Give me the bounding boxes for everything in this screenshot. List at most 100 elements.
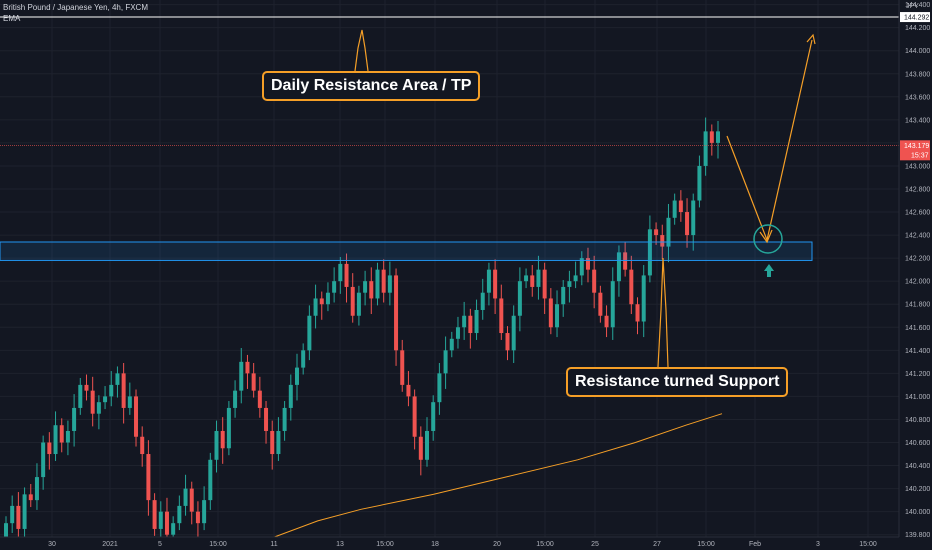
price-tick-label: 144.400 [905, 2, 930, 9]
forecast-path [726, 39, 813, 243]
ema-line [274, 413, 723, 538]
candle-body [53, 425, 58, 455]
candle-body [542, 269, 547, 299]
candle-body [90, 390, 95, 414]
candle-body [325, 292, 330, 305]
candle-body [387, 275, 392, 293]
candle-body [282, 407, 287, 431]
time-tick-label: 20 [493, 541, 501, 548]
candle-body [468, 315, 473, 334]
time-tick-label: 27 [653, 541, 661, 548]
grid-lines [0, 0, 899, 537]
price-axis-bg [899, 0, 932, 550]
time-tick-label: 15:00 [209, 541, 227, 548]
candle-body [561, 286, 566, 305]
candle-body [425, 430, 430, 460]
price-tick-label: 141.800 [905, 302, 930, 309]
resistance-annotation[interactable]: Daily Resistance Area / TP [262, 71, 481, 101]
candle-body [455, 327, 460, 339]
price-tick-label: 144.200 [905, 25, 930, 32]
ema-indicator-label[interactable]: EMA [3, 14, 21, 23]
candle-body [660, 235, 665, 247]
time-tick-label: 25 [591, 541, 599, 548]
candle-body [115, 373, 120, 385]
candle-body [276, 430, 281, 455]
candle-body [109, 384, 114, 397]
candle-body [567, 281, 572, 287]
candle-body [140, 436, 145, 455]
candle-body [610, 281, 615, 328]
candle-body [28, 494, 33, 501]
candle-body [301, 350, 306, 368]
candle-body [164, 511, 169, 535]
candle-body [499, 298, 504, 334]
price-tick-label: 140.600 [905, 440, 930, 447]
current-price-label: 143.179 [904, 143, 929, 150]
candle-body [226, 407, 231, 449]
time-tick-label: 15:00 [859, 541, 877, 548]
symbol-title[interactable]: British Pound / Japanese Yen, 4h, FXCM [3, 3, 148, 12]
candle-body [214, 430, 219, 460]
candle-body [517, 281, 522, 316]
candle-body [16, 505, 21, 529]
candle-body [332, 281, 337, 293]
candle-body [356, 292, 361, 316]
candle-body [363, 281, 368, 293]
support-annotation[interactable]: Resistance turned Support [566, 367, 789, 397]
candle-body [350, 286, 355, 316]
candle-body [598, 292, 603, 316]
candle-body [103, 396, 108, 403]
candle-body [233, 390, 238, 408]
support-pointer [657, 257, 669, 368]
price-tick-label: 142.800 [905, 186, 930, 193]
candle-body [536, 269, 541, 287]
candle-body [10, 505, 15, 524]
time-tick-label: 11 [270, 541, 277, 548]
candles [4, 117, 720, 550]
candle-body [592, 269, 597, 293]
candle-body [585, 258, 590, 270]
candle-body [530, 275, 535, 287]
target-circle [753, 224, 783, 254]
candle-body [59, 425, 64, 443]
price-tick-label: 141.200 [905, 371, 930, 378]
price-tick-label: 143.000 [905, 163, 930, 170]
candle-body [524, 275, 529, 282]
price-tick-label: 142.600 [905, 210, 930, 217]
candle-body [691, 200, 696, 236]
candle-body [65, 430, 70, 443]
candle-body [443, 350, 448, 374]
candle-body [672, 200, 677, 218]
price-tick-label: 140.800 [905, 417, 930, 424]
candle-body [251, 373, 256, 391]
candle-body [245, 361, 250, 374]
price-tick-label: 144.000 [905, 48, 930, 55]
candle-body [34, 477, 39, 501]
candle-body [47, 442, 52, 455]
price-axis[interactable]: 144.400 144.200 144.000 143.800 143.600 143.4… [898, 0, 932, 550]
candle-body [4, 523, 8, 537]
price-tick-label: 141.600 [905, 325, 930, 332]
price-tick-label: 140.000 [905, 509, 930, 516]
time-tick-label: 3 [816, 541, 820, 548]
candle-body [127, 396, 132, 408]
candle-body [641, 275, 646, 322]
candle-body [288, 384, 293, 408]
candle-body [480, 292, 485, 310]
up-arrow-icon [764, 264, 774, 277]
candle-body [22, 494, 27, 529]
forecast-arrowhead-up [806, 33, 816, 45]
candle-body [555, 304, 560, 328]
time-axis-bg [0, 537, 932, 550]
time-tick-label: 30 [48, 541, 56, 548]
candle-body [183, 488, 188, 506]
time-tick-label: 2021 [102, 541, 118, 548]
candle-body [635, 304, 640, 322]
candle-body [418, 436, 423, 460]
candle-body [381, 269, 386, 293]
price-tick-label: 143.600 [905, 94, 930, 101]
candle-body [685, 212, 690, 236]
drawings [0, 16, 899, 368]
time-axis[interactable]: 30 2021 5 15:00 11 13 15:00 18 20 15:00 25 27 15:00 F… [0, 536, 932, 550]
